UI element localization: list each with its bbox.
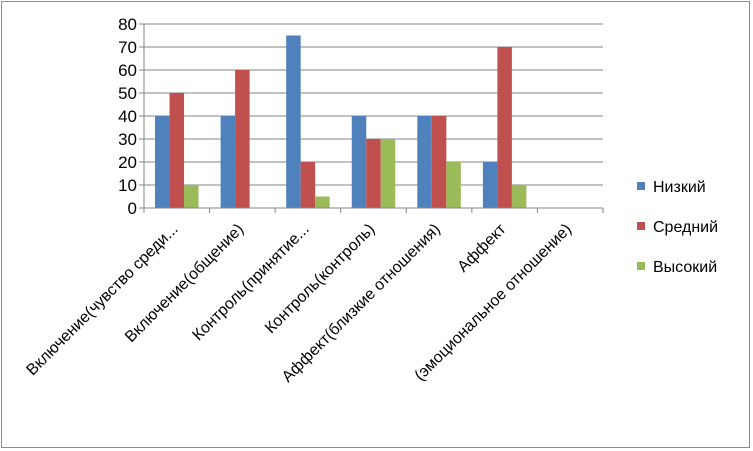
bar [511,185,527,208]
axes [139,23,604,213]
bars [155,35,527,208]
y-tick-label: 80 [118,15,137,34]
legend-swatch [637,262,645,270]
y-tick-label: 0 [128,199,137,218]
bar [351,116,367,208]
legend: Низкий Средний Высокий [637,179,718,276]
bar [315,196,330,208]
y-tick-label: 20 [118,153,137,172]
category-labels: Включение(чувство среди...Включение(обще… [23,220,575,385]
legend-label: Средний [653,219,718,236]
y-tick-label: 60 [118,61,137,80]
bar [417,116,432,208]
bar [380,139,396,208]
legend-label: Высокий [653,259,717,276]
bar [169,93,185,208]
bar [366,139,381,208]
y-tick-label: 40 [118,107,137,126]
bar [235,70,250,208]
y-tick-label: 70 [118,38,137,57]
bar [431,116,447,208]
bar [184,185,199,208]
y-tick-label: 10 [118,176,137,195]
y-tick-label: 50 [118,84,137,103]
category-label: Контроль(принятие... [189,221,312,344]
legend-swatch [637,222,645,230]
bar [220,116,236,208]
bar [155,116,170,208]
category-label: Контроль(контроль) [262,221,378,337]
category-label: Аффект [455,220,510,275]
y-tick-label: 30 [118,130,137,149]
legend-label: Низкий [653,179,706,196]
bar [497,47,512,208]
legend-swatch [637,182,645,190]
bar [286,35,301,208]
bar [482,162,498,208]
bar [300,162,316,208]
y-tick-labels: 0 10 20 30 40 50 60 70 80 [118,15,137,218]
gridlines [144,23,603,186]
bar [446,162,461,208]
category-label: Включение(общение) [122,221,247,346]
